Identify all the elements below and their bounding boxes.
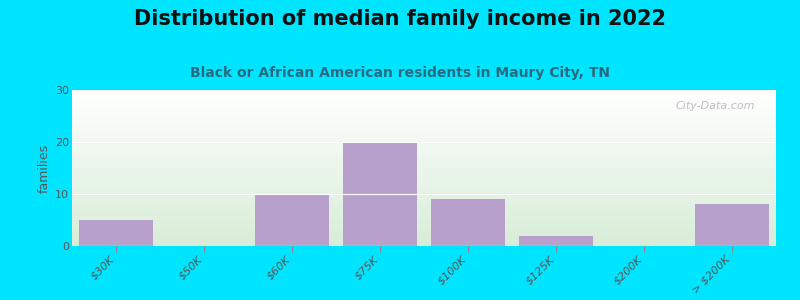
Bar [518, 236, 594, 246]
Bar [430, 199, 506, 246]
Text: Black or African American residents in Maury City, TN: Black or African American residents in M… [190, 66, 610, 80]
Bar [254, 194, 330, 246]
Y-axis label: families: families [38, 143, 51, 193]
Bar [78, 220, 154, 246]
Bar [342, 142, 418, 246]
Bar [694, 204, 770, 246]
Text: City-Data.com: City-Data.com [675, 101, 755, 111]
Text: Distribution of median family income in 2022: Distribution of median family income in … [134, 9, 666, 29]
